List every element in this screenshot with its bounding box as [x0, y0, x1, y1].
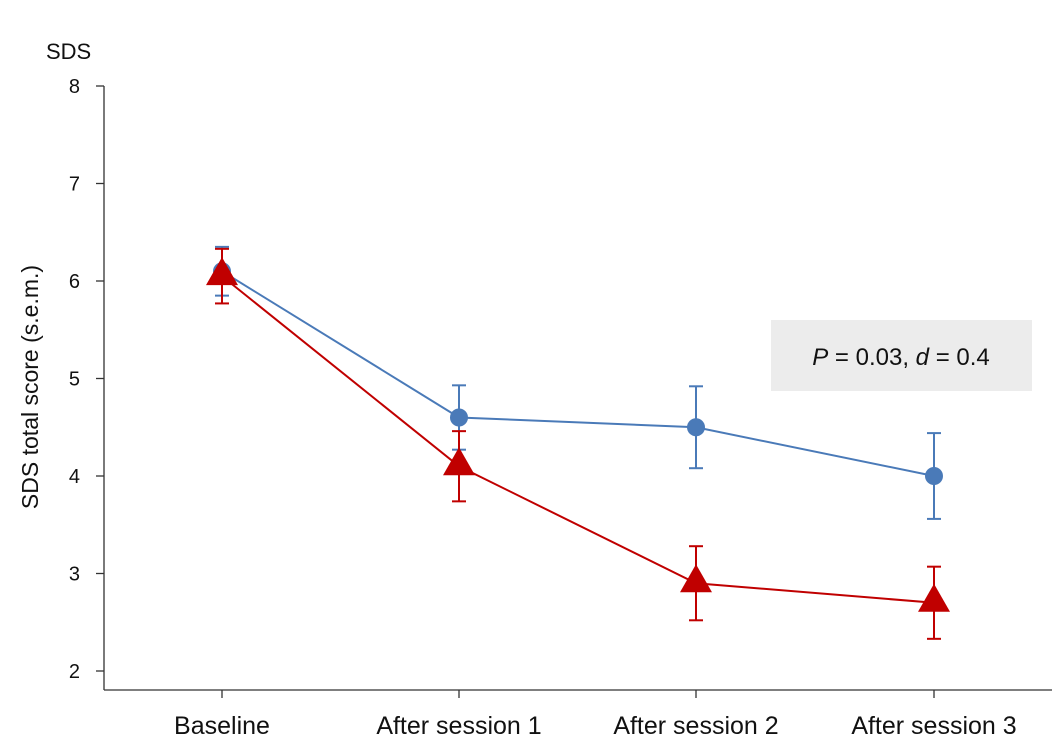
data-point-triangle	[443, 447, 475, 476]
annotation-box	[771, 320, 1032, 391]
x-tick-label: Baseline	[174, 712, 270, 740]
data-point-circle	[450, 408, 468, 427]
annotation-text: P = 0.03, d = 0.4	[812, 344, 990, 371]
y-tick-label: 2	[69, 661, 80, 683]
chart-title: SDS	[46, 39, 91, 64]
data-point-circle	[687, 418, 705, 437]
y-tick-label: 8	[69, 76, 80, 98]
data-point-triangle	[680, 564, 712, 593]
series-layer	[206, 245, 950, 640]
series-line	[221, 270, 935, 477]
data-point-triangle	[918, 583, 950, 612]
p-value-text: = 0.03,	[828, 344, 915, 371]
y-tick-label: 7	[69, 174, 80, 196]
y-tick-label: 5	[69, 369, 80, 391]
y-tick-label: 3	[69, 564, 80, 586]
y-tick-label: 6	[69, 271, 80, 293]
p-symbol: P	[812, 344, 828, 371]
y-axis-label: SDS total score (s.e.m.)	[17, 265, 43, 509]
data-point-circle	[925, 467, 943, 485]
x-tick-label: After session 2	[613, 712, 778, 740]
y-tick-label: 4	[69, 466, 80, 488]
y-axis-ticks: 2 3 4 5 6 7 8	[69, 76, 104, 683]
d-symbol: d	[916, 344, 930, 371]
axes	[103, 86, 1052, 691]
d-value-text: = 0.4	[929, 344, 990, 371]
x-tick-label: After session 1	[376, 712, 541, 740]
series-2	[206, 247, 950, 640]
x-tick-label: After session 3	[851, 712, 1016, 740]
stats-annotation: P = 0.03, d = 0.4	[771, 320, 1032, 391]
data-point-triangle	[206, 257, 238, 286]
x-axis-ticks: Baseline After session 1 After session 2 Af…	[174, 690, 1017, 740]
series-line	[221, 275, 935, 604]
